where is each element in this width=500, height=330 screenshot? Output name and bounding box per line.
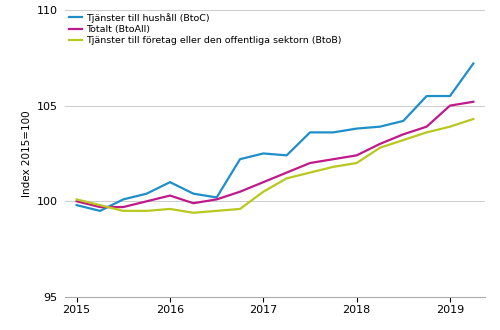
Tjänster till företag eller den offentliga sektorn (BtoB) (167, 207, 173, 211)
Totalt (BtoAll) (144, 199, 150, 203)
Totalt (BtoAll) (284, 171, 290, 175)
Totalt (BtoAll) (260, 180, 266, 184)
Tjänster till hushåll (BtoC) (74, 203, 80, 207)
Totalt (BtoAll) (120, 205, 126, 209)
Totalt (BtoAll) (237, 190, 243, 194)
Tjänster till hushåll (BtoC) (260, 151, 266, 155)
Totalt (BtoAll) (214, 197, 220, 201)
Line: Tjänster till hushåll (BtoC): Tjänster till hushåll (BtoC) (76, 63, 473, 211)
Totalt (BtoAll) (377, 142, 383, 146)
Tjänster till hushåll (BtoC) (424, 94, 430, 98)
Tjänster till hushåll (BtoC) (307, 130, 313, 134)
Tjänster till företag eller den offentliga sektorn (BtoB) (354, 161, 360, 165)
Tjänster till företag eller den offentliga sektorn (BtoB) (214, 209, 220, 213)
Tjänster till företag eller den offentliga sektorn (BtoB) (120, 209, 126, 213)
Tjänster till företag eller den offentliga sektorn (BtoB) (400, 138, 406, 142)
Tjänster till hushåll (BtoC) (400, 119, 406, 123)
Legend: Tjänster till hushåll (BtoC), Totalt (BtoAll), Tjänster till företag eller den o: Tjänster till hushåll (BtoC), Totalt (Bt… (69, 13, 342, 45)
Tjänster till företag eller den offentliga sektorn (BtoB) (260, 190, 266, 194)
Tjänster till företag eller den offentliga sektorn (BtoB) (377, 146, 383, 150)
Tjänster till hushåll (BtoC) (97, 209, 103, 213)
Tjänster till företag eller den offentliga sektorn (BtoB) (97, 203, 103, 207)
Tjänster till hushåll (BtoC) (330, 130, 336, 134)
Totalt (BtoAll) (447, 104, 453, 108)
Totalt (BtoAll) (330, 157, 336, 161)
Tjänster till företag eller den offentliga sektorn (BtoB) (470, 117, 476, 121)
Tjänster till hushåll (BtoC) (214, 195, 220, 199)
Tjänster till företag eller den offentliga sektorn (BtoB) (330, 165, 336, 169)
Totalt (BtoAll) (307, 161, 313, 165)
Tjänster till hushåll (BtoC) (144, 192, 150, 196)
Tjänster till hushåll (BtoC) (284, 153, 290, 157)
Tjänster till hushåll (BtoC) (237, 157, 243, 161)
Totalt (BtoAll) (354, 153, 360, 157)
Y-axis label: Index 2015=100: Index 2015=100 (22, 110, 32, 197)
Totalt (BtoAll) (97, 205, 103, 209)
Tjänster till företag eller den offentliga sektorn (BtoB) (284, 176, 290, 180)
Totalt (BtoAll) (167, 194, 173, 198)
Tjänster till hushåll (BtoC) (447, 94, 453, 98)
Tjänster till företag eller den offentliga sektorn (BtoB) (424, 130, 430, 134)
Totalt (BtoAll) (470, 100, 476, 104)
Totalt (BtoAll) (400, 132, 406, 136)
Totalt (BtoAll) (190, 201, 196, 205)
Totalt (BtoAll) (74, 199, 80, 203)
Tjänster till hushåll (BtoC) (167, 180, 173, 184)
Tjänster till företag eller den offentliga sektorn (BtoB) (74, 197, 80, 201)
Tjänster till hushåll (BtoC) (120, 197, 126, 201)
Tjänster till hushåll (BtoC) (470, 61, 476, 65)
Tjänster till hushåll (BtoC) (377, 125, 383, 129)
Tjänster till företag eller den offentliga sektorn (BtoB) (144, 209, 150, 213)
Tjänster till företag eller den offentliga sektorn (BtoB) (307, 171, 313, 175)
Line: Totalt (BtoAll): Totalt (BtoAll) (76, 102, 473, 207)
Tjänster till företag eller den offentliga sektorn (BtoB) (447, 125, 453, 129)
Totalt (BtoAll) (424, 125, 430, 129)
Tjänster till företag eller den offentliga sektorn (BtoB) (237, 207, 243, 211)
Tjänster till hushåll (BtoC) (354, 127, 360, 131)
Tjänster till hushåll (BtoC) (190, 192, 196, 196)
Tjänster till företag eller den offentliga sektorn (BtoB) (190, 211, 196, 215)
Line: Tjänster till företag eller den offentliga sektorn (BtoB): Tjänster till företag eller den offentli… (76, 119, 473, 213)
